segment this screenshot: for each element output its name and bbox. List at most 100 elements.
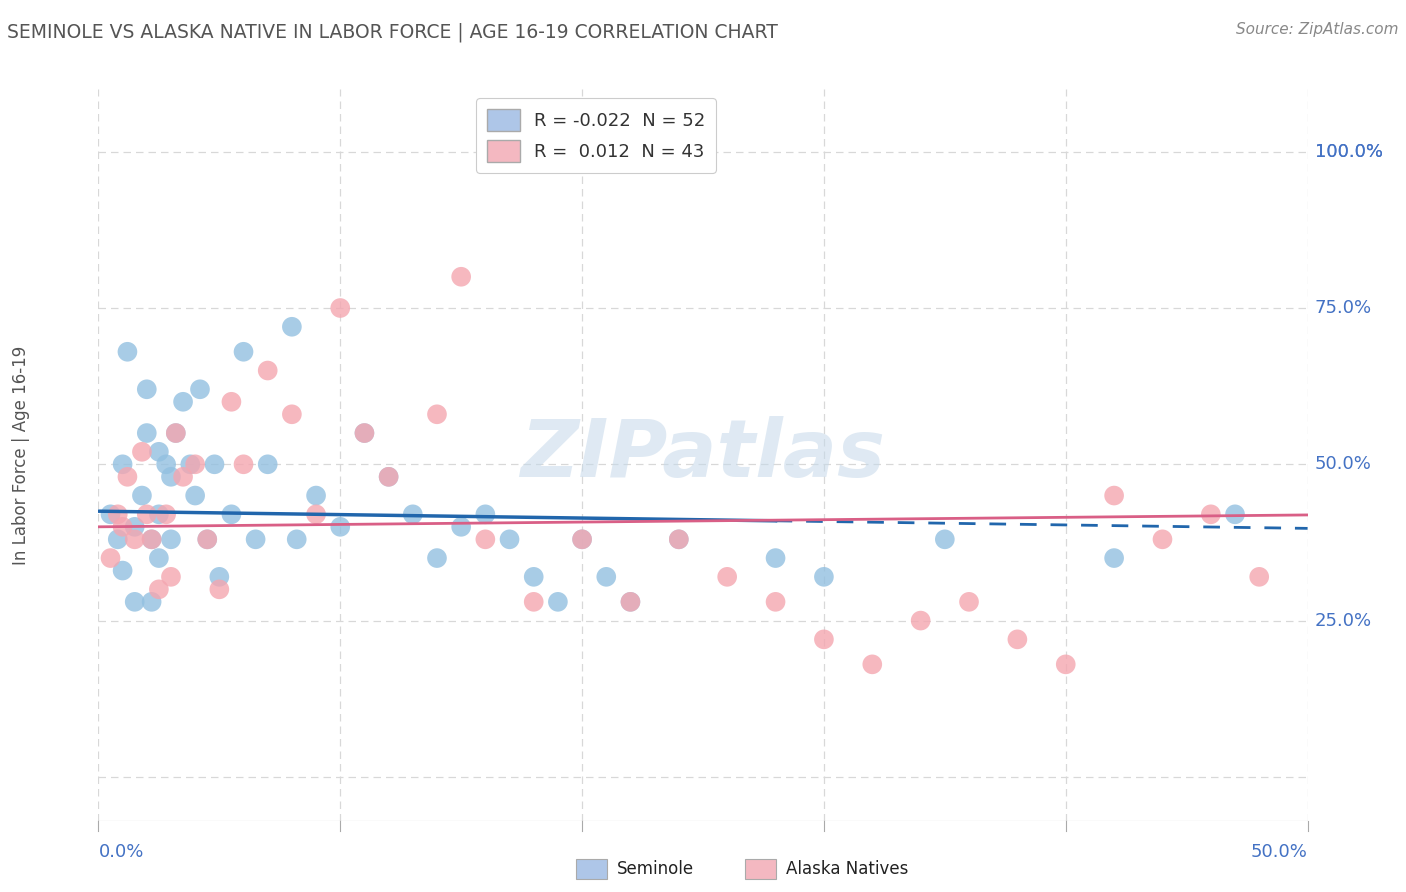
Point	[1199, 508, 1222, 522]
Point	[426, 407, 449, 421]
Point	[135, 425, 157, 440]
Point	[124, 520, 146, 534]
Point	[141, 533, 163, 547]
Point	[148, 444, 170, 458]
Text: 50.0%: 50.0%	[1315, 455, 1371, 474]
Point	[117, 470, 139, 484]
Point	[1007, 632, 1029, 647]
Point	[155, 458, 177, 472]
Point	[148, 551, 170, 566]
Point	[188, 382, 211, 396]
Point	[135, 382, 157, 396]
Point	[111, 564, 134, 578]
Point	[160, 570, 183, 584]
Point	[141, 595, 163, 609]
Point	[195, 533, 218, 547]
Point	[668, 533, 690, 547]
Point	[547, 595, 569, 609]
Point	[281, 319, 304, 334]
Point	[910, 614, 932, 628]
Point	[860, 657, 883, 672]
Point	[329, 301, 352, 315]
Point	[208, 570, 231, 584]
Point	[934, 533, 956, 547]
Point	[160, 470, 183, 484]
Point	[221, 394, 243, 409]
Point	[813, 632, 835, 647]
Text: Seminole: Seminole	[617, 860, 695, 878]
Point	[426, 551, 449, 566]
Point	[107, 533, 129, 547]
Point	[498, 533, 520, 547]
Point	[148, 508, 170, 522]
Point	[285, 533, 308, 547]
Point	[1054, 657, 1077, 672]
Point	[619, 595, 641, 609]
Point	[111, 520, 134, 534]
Point	[131, 444, 153, 458]
Point	[716, 570, 738, 584]
Text: 100.0%: 100.0%	[1315, 143, 1382, 161]
Text: ZIPatlas: ZIPatlas	[520, 416, 886, 494]
Point	[1102, 489, 1125, 503]
Point	[160, 533, 183, 547]
Text: 100.0%: 100.0%	[1315, 143, 1382, 161]
Point	[765, 551, 787, 566]
Text: 25.0%: 25.0%	[1315, 612, 1372, 630]
Point	[1249, 570, 1271, 584]
Point	[195, 533, 218, 547]
Point	[619, 595, 641, 609]
Point	[117, 344, 139, 359]
Point	[523, 595, 546, 609]
Point	[813, 570, 835, 584]
Text: 75.0%: 75.0%	[1315, 299, 1372, 317]
Point	[450, 520, 472, 534]
Point	[957, 595, 980, 609]
Point	[305, 508, 328, 522]
Point	[256, 458, 278, 472]
Point	[172, 394, 194, 409]
Point	[232, 344, 254, 359]
Point	[474, 533, 496, 547]
Point	[221, 508, 243, 522]
Point	[208, 582, 231, 597]
Point	[155, 508, 177, 522]
Point	[204, 458, 226, 472]
Text: SEMINOLE VS ALASKA NATIVE IN LABOR FORCE | AGE 16-19 CORRELATION CHART: SEMINOLE VS ALASKA NATIVE IN LABOR FORCE…	[7, 22, 778, 42]
Point	[1102, 551, 1125, 566]
Point	[571, 533, 593, 547]
Point	[765, 595, 787, 609]
Point	[165, 425, 187, 440]
Text: In Labor Force | Age 16-19: In Labor Force | Age 16-19	[13, 345, 30, 565]
Point	[111, 458, 134, 472]
Point	[329, 520, 352, 534]
Point	[402, 508, 425, 522]
Point	[256, 363, 278, 377]
Text: Source: ZipAtlas.com: Source: ZipAtlas.com	[1236, 22, 1399, 37]
Point	[165, 425, 187, 440]
Point	[450, 269, 472, 284]
Point	[571, 533, 593, 547]
Point	[184, 489, 207, 503]
Point	[124, 595, 146, 609]
Point	[107, 508, 129, 522]
Point	[668, 533, 690, 547]
Point	[179, 458, 201, 472]
Point	[353, 425, 375, 440]
Point	[353, 425, 375, 440]
Text: 0.0%: 0.0%	[98, 843, 143, 861]
Point	[100, 551, 122, 566]
Legend: R = -0.022  N = 52, R =  0.012  N = 43: R = -0.022 N = 52, R = 0.012 N = 43	[477, 98, 716, 173]
Point	[148, 582, 170, 597]
Point	[172, 470, 194, 484]
Text: 50.0%: 50.0%	[1251, 843, 1308, 861]
Point	[305, 489, 328, 503]
Point	[184, 458, 207, 472]
Text: Alaska Natives: Alaska Natives	[786, 860, 908, 878]
Point	[377, 470, 399, 484]
Point	[523, 570, 546, 584]
Point	[1223, 508, 1246, 522]
Point	[1152, 533, 1174, 547]
Point	[377, 470, 399, 484]
Point	[141, 533, 163, 547]
